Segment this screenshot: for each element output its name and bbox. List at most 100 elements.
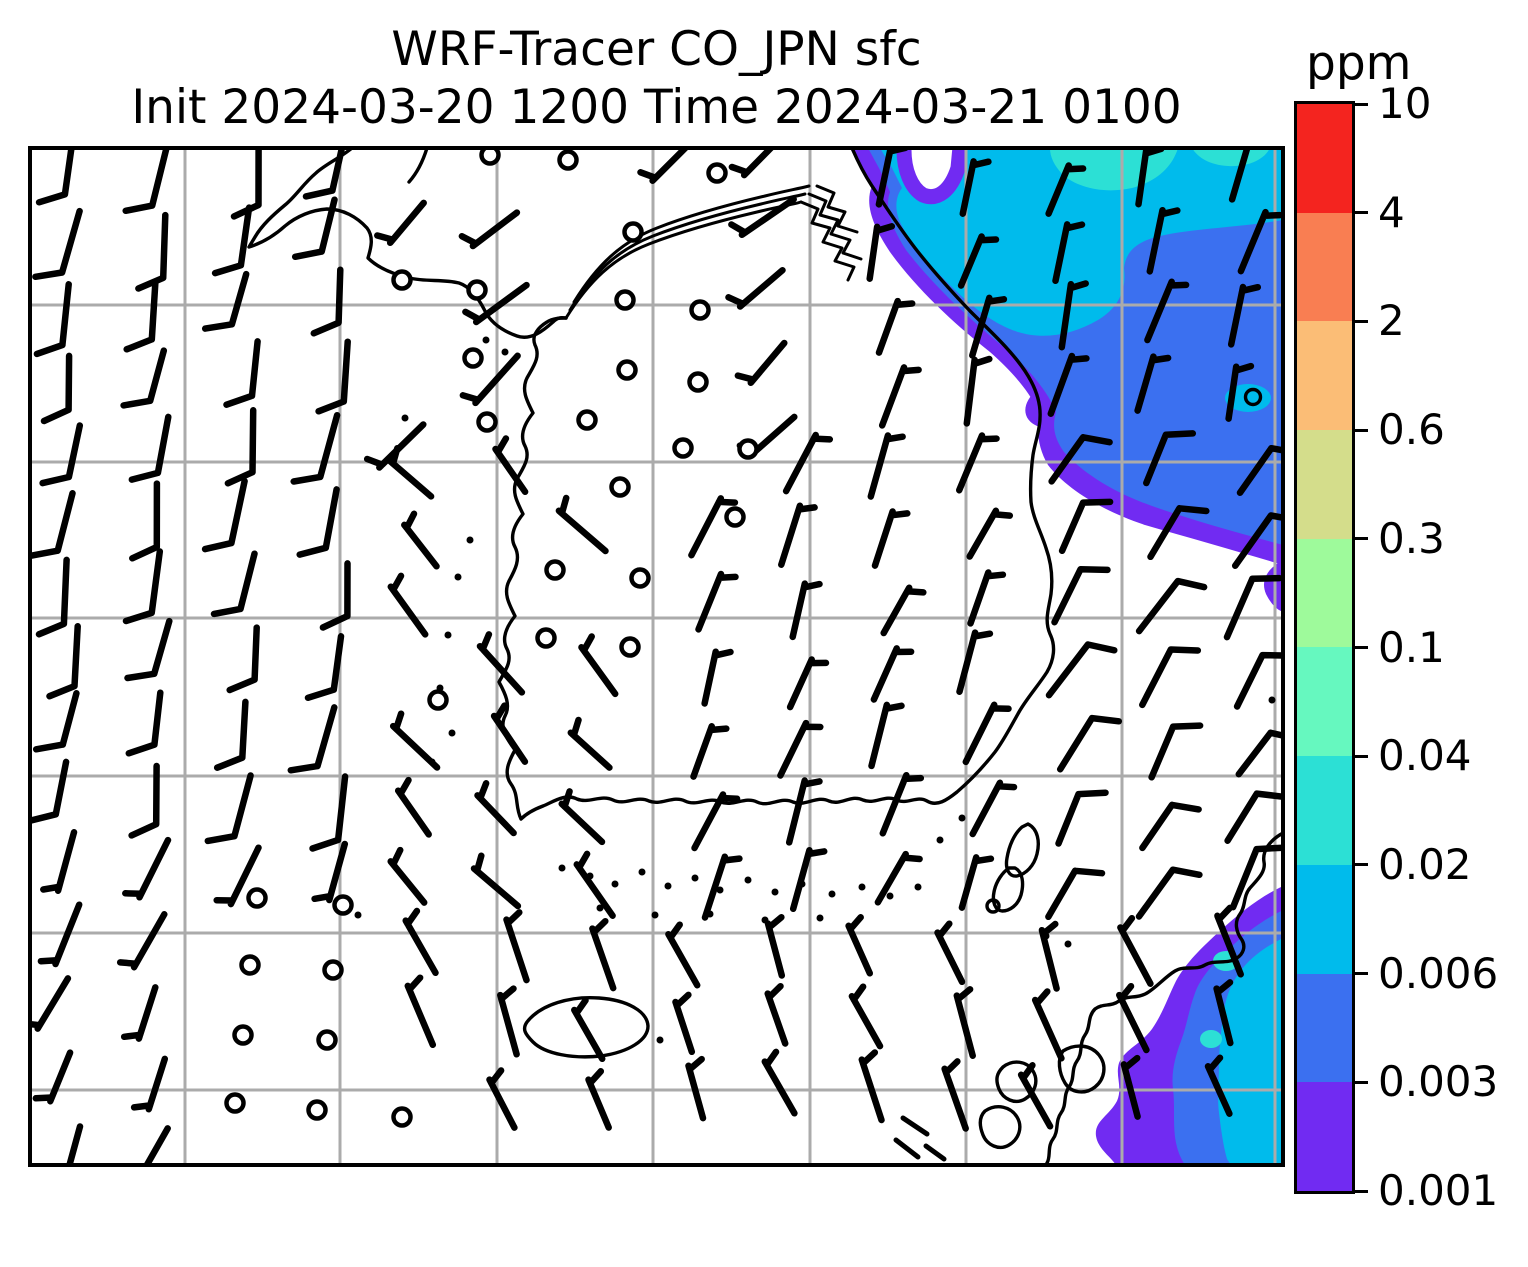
calm-wind-circle	[391, 269, 413, 291]
calm-wind-circle	[479, 148, 501, 166]
wind-barb	[953, 986, 976, 1059]
wind-barb	[962, 701, 1012, 766]
plot-subtitle: Init 2024-03-20 1200 Time 2024-03-21 010…	[131, 80, 1182, 135]
wind-barb	[490, 702, 529, 765]
wind-barb	[130, 1055, 169, 1113]
wind-barb	[122, 148, 170, 215]
tracer-contours	[850, 148, 1283, 1165]
wind-barb	[637, 148, 690, 184]
calm-wind-circle	[687, 371, 709, 393]
wind-barb	[404, 974, 437, 1049]
wind-barb	[882, 72, 921, 131]
islet	[656, 1036, 664, 1044]
wind-barb	[880, 584, 927, 637]
wind-barb	[879, 771, 925, 837]
wind-barb	[1045, 867, 1106, 921]
calm-wind-circle	[737, 438, 759, 460]
wind-barb	[957, 233, 1000, 289]
wind-barb	[486, 1067, 518, 1131]
wind-barb	[589, 917, 617, 992]
wind-barb	[1214, 904, 1244, 978]
wind-barb	[1231, 512, 1283, 569]
wind-barb	[470, 852, 522, 910]
wind-barb	[934, 920, 966, 986]
liaodong-coast	[247, 148, 568, 339]
calm-wind-circle	[689, 299, 711, 321]
wind-barb	[315, 338, 351, 415]
wind-barb	[789, 846, 828, 913]
calm-wind-circle	[306, 1099, 328, 1121]
islet	[596, 904, 604, 912]
wind-barb	[1221, 72, 1235, 130]
calm-wind-circle	[466, 279, 488, 301]
calm-wind-circle	[622, 221, 644, 243]
wind-barb	[122, 548, 164, 625]
islet	[448, 729, 456, 737]
wind-barb	[878, 364, 922, 429]
calm-wind-circle	[332, 894, 354, 916]
wind-barb	[430, 72, 446, 130]
wind-barb	[30, 490, 76, 559]
wind-barb	[1052, 221, 1086, 285]
calm-wind-circle	[316, 1029, 338, 1051]
wind-barb	[845, 914, 874, 977]
wind-barb	[764, 982, 789, 1047]
island-ring	[985, 898, 1001, 914]
colorbar-tick	[1355, 754, 1368, 758]
wind-barb	[135, 211, 169, 292]
wind-barb	[1058, 280, 1089, 351]
islet	[828, 890, 836, 898]
calm-wind-circle	[544, 559, 566, 581]
wind-barb	[1047, 352, 1090, 417]
wind-barb	[213, 844, 262, 908]
calm-wind-circle	[246, 887, 268, 909]
wind-barb	[1135, 866, 1203, 920]
wind-barb	[389, 710, 441, 771]
wind-barb	[1227, 283, 1262, 348]
wind-barb	[691, 791, 741, 852]
islet	[466, 536, 474, 544]
tumen-zigzag-3	[815, 184, 859, 234]
wind-barb	[969, 294, 1008, 359]
colorbar-tick-label: 0.6	[1378, 405, 1445, 455]
tsushima-north	[1004, 822, 1040, 878]
yalu-river-3	[572, 184, 811, 304]
wind-barb	[497, 985, 520, 1058]
wind-barb	[1055, 789, 1109, 847]
wind-barb	[867, 432, 906, 500]
wind-barb	[1117, 914, 1154, 987]
islet	[482, 336, 490, 344]
wind-barb	[66, 1123, 84, 1165]
calm-wind-circle	[391, 1106, 413, 1128]
kyushu-plume-patch-2	[1200, 1030, 1222, 1048]
plot-title: WRF-Tracer CO_JPN sfc	[391, 22, 922, 77]
wind-barb	[866, 223, 896, 282]
colorbar-tick-label: 2	[1378, 296, 1405, 346]
islet	[454, 573, 462, 581]
wind-barb	[116, 911, 168, 971]
wind-barb	[40, 829, 78, 894]
wind-barb	[204, 772, 254, 845]
calm-wind-circle	[614, 289, 636, 311]
wind-barb	[973, 80, 996, 140]
wind-barb	[296, 486, 340, 558]
wind-barb	[476, 631, 526, 696]
colorbar	[1294, 101, 1355, 1194]
wind-barb	[1143, 89, 1175, 138]
wind-barb	[363, 421, 427, 471]
ne-plume-white-notch	[896, 148, 968, 204]
islet	[771, 888, 779, 896]
wind-barb	[311, 840, 349, 904]
calm-wind-circle	[629, 567, 651, 589]
colorbar-segment	[1297, 1082, 1352, 1191]
wind-barb	[291, 196, 338, 261]
colorbar-tick-label: 0.003	[1378, 1057, 1499, 1107]
wind-barb	[35, 556, 70, 638]
wind-barb	[223, 338, 261, 408]
colorbar-tick-label: 0.02	[1378, 839, 1472, 889]
wind-barb	[955, 432, 1000, 494]
calm-wind-circle	[322, 959, 344, 981]
wind-barb	[32, 1049, 74, 1105]
colorbar-tick	[1355, 863, 1368, 867]
